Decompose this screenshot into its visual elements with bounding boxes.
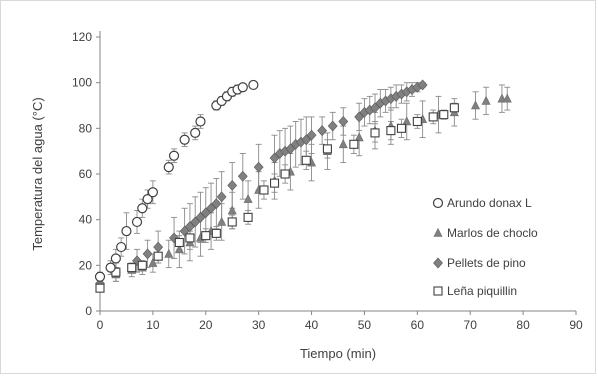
- pellets-de-pino-point: [216, 191, 227, 203]
- legend-entry-pellets-de-pino: Pellets de pino: [433, 256, 526, 270]
- arundo-donax-l-point: [121, 225, 132, 237]
- arundo-donax-l-point: [142, 194, 153, 205]
- le-a-piquillin-point: [259, 185, 269, 195]
- marlos-de-choclo-point: [481, 95, 491, 105]
- legend-label-le-a-piquillin: Leña piquillin: [447, 284, 517, 298]
- x-tick-label: 0: [97, 318, 104, 332]
- marlos-de-choclo-point: [174, 244, 184, 254]
- marlos-de-choclo-point: [148, 257, 158, 267]
- arundo-donax-l-point: [163, 162, 174, 173]
- legend-marker-le-a-piquillin: [433, 286, 443, 296]
- le-a-piquillin-point: [201, 231, 211, 241]
- arundo-donax-l-point: [147, 187, 158, 198]
- legend: Arundo donax L Marlos de choclo Pellets de…: [432, 196, 538, 298]
- le-a-piquillin-point: [211, 228, 221, 238]
- y-tick-label: 120: [72, 30, 92, 44]
- le-a-piquillin-point: [269, 178, 280, 188]
- x-tick-label: 10: [146, 318, 160, 332]
- le-a-piquillin-point: [439, 110, 449, 120]
- y-tick-label: 40: [79, 213, 93, 227]
- pellets-de-pino-point: [306, 129, 317, 141]
- legend-label-arundo-donax-l: Arundo donax L: [447, 196, 532, 210]
- marlos-de-choclo-point: [338, 139, 348, 149]
- marlos-de-choclo-point: [217, 216, 227, 226]
- marlos-de-choclo-point: [354, 132, 364, 142]
- x-tick-label: 20: [199, 318, 213, 332]
- pellets-de-pino-point: [417, 79, 428, 91]
- arundo-donax-l-point: [237, 82, 248, 93]
- le-a-piquillin-point: [386, 126, 396, 136]
- legend-marker-pellets-de-pino: [433, 257, 443, 269]
- arundo-donax-l-point: [116, 241, 127, 253]
- x-tick-label: 50: [358, 318, 372, 332]
- marlos-de-choclo-point: [502, 93, 512, 103]
- marlos-de-choclo-point: [227, 205, 237, 215]
- arundo-donax-l-point: [195, 116, 206, 127]
- legend-entry-arundo-donax-l: Arundo donax L: [432, 196, 532, 210]
- x-tick-label: 70: [464, 318, 478, 332]
- pellets-de-pino-point: [153, 241, 164, 253]
- y-axis-title: Temperatura del agua (°C): [30, 97, 45, 250]
- arundo-donax-l-point: [105, 262, 116, 273]
- pellets-de-pino-point: [338, 116, 349, 127]
- x-tick-label: 30: [252, 318, 266, 332]
- arundo-donax-l-point: [94, 271, 106, 282]
- y-tick-label: 80: [79, 121, 93, 135]
- legend-label-pellets-de-pino: Pellets de pino: [447, 256, 526, 270]
- legend-entry-le-a-piquillin: Leña piquillin: [433, 284, 517, 298]
- arundo-donax-l-point: [190, 127, 201, 138]
- legend-entry-marlos-de-choclo: Marlos de choclo: [433, 226, 538, 240]
- pellets-de-pino-point: [327, 120, 338, 132]
- marlos-de-choclo-point: [471, 100, 480, 110]
- legend-marker-arundo-donax-l: [432, 197, 444, 209]
- x-tick-label: 60: [411, 318, 425, 332]
- marlos-de-choclo-point: [243, 193, 253, 203]
- arundo-donax-l-point: [248, 79, 259, 91]
- pellets-de-pino-point: [142, 248, 153, 260]
- pellets-de-pino-point: [317, 125, 328, 137]
- x-tick-label: 90: [569, 318, 583, 332]
- le-a-piquillin-point: [349, 139, 359, 149]
- legend-marker-marlos-de-choclo: [433, 227, 443, 237]
- le-a-piquillin-point: [280, 169, 290, 179]
- le-a-piquillin-point: [127, 263, 137, 273]
- le-a-piquillin-point: [428, 112, 438, 122]
- le-a-piquillin-point: [396, 123, 407, 133]
- x-tick-label: 80: [516, 318, 530, 332]
- arundo-donax-l-point: [137, 203, 148, 214]
- le-a-piquillin-point: [412, 116, 422, 127]
- le-a-piquillin-point: [174, 237, 184, 248]
- pellets-de-pino-point: [237, 170, 248, 182]
- y-tick-label: 60: [79, 167, 93, 181]
- data-markers: [94, 79, 512, 293]
- y-tick-label: 0: [85, 304, 92, 318]
- le-a-piquillin-point: [322, 144, 332, 154]
- x-tick-label: 40: [305, 318, 319, 332]
- arundo-donax-l-point: [131, 216, 143, 228]
- le-a-piquillin-point: [243, 212, 253, 222]
- pellets-de-pino-point: [211, 198, 222, 210]
- le-a-piquillin-point: [185, 233, 195, 243]
- le-a-piquillin-point: [153, 251, 163, 261]
- arundo-donax-l-point: [179, 134, 190, 145]
- legend-label-marlos-de-choclo: Marlos de choclo: [447, 226, 538, 240]
- marlos-de-choclo-point: [164, 248, 174, 258]
- le-a-piquillin-point: [301, 155, 311, 165]
- x-axis-title: Tiempo (min): [300, 346, 376, 361]
- le-a-piquillin-point: [227, 217, 237, 227]
- axes: 0 20 40 60 80 100 120 0 10 20 30 40 50 60 70 80 90: [72, 30, 583, 332]
- y-tick-label: 100: [72, 76, 92, 90]
- le-a-piquillin-point: [370, 128, 380, 138]
- pellets-de-pino-point: [253, 161, 264, 173]
- arundo-donax-l-point: [168, 150, 180, 161]
- marlos-de-choclo-point: [402, 116, 412, 126]
- le-a-piquillin-point: [137, 260, 147, 270]
- le-a-piquillin-point: [449, 103, 459, 113]
- pellets-de-pino-point: [227, 179, 238, 191]
- le-a-piquillin-point: [95, 283, 105, 293]
- arundo-donax-l-point: [110, 253, 121, 264]
- y-tick-label: 20: [79, 258, 93, 272]
